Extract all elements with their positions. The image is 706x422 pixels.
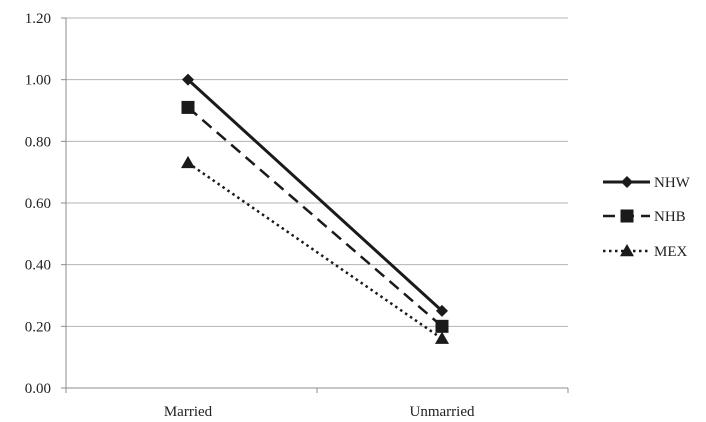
- y-tick-label: 0.00: [25, 381, 51, 397]
- legend-label: NHW: [654, 175, 691, 191]
- legend-label: NHB: [654, 209, 686, 225]
- series-line: [187, 106, 443, 328]
- y-tick-label: 0.40: [25, 258, 51, 274]
- y-tick-label: 0.60: [25, 196, 51, 212]
- data-point: [182, 73, 194, 86]
- y-tick-label: 1.20: [25, 11, 51, 27]
- series-mex: [181, 155, 449, 344]
- y-tick-label: 1.00: [25, 73, 51, 89]
- y-tick-labels: 0.00 0.20 0.40 0.60 0.80 1.00 1.20: [25, 11, 51, 397]
- gridlines: [66, 17, 568, 327]
- series-nhb: [181, 100, 449, 333]
- series-line: [186, 78, 444, 313]
- series-lines: [181, 73, 449, 344]
- x-tick-label: Unmarried: [410, 404, 475, 420]
- legend-marker: [620, 209, 634, 223]
- x-tick-label: Married: [164, 404, 213, 420]
- y-tick-label: 0.80: [25, 134, 51, 150]
- data-point: [181, 100, 195, 114]
- axes: [61, 17, 569, 393]
- data-point: [181, 155, 195, 169]
- x-tick-labels: Married Unmarried: [164, 404, 475, 420]
- legend-label: MEX: [654, 244, 688, 260]
- legend-marker: [621, 176, 633, 188]
- data-point: [436, 304, 448, 317]
- data-point: [435, 319, 449, 333]
- series-line: [187, 161, 443, 340]
- legend-item-nhw: NHW: [603, 175, 691, 191]
- y-tick-label: 0.20: [25, 319, 51, 335]
- series-nhw: [182, 73, 448, 317]
- legend: NHW NHB MEX: [603, 175, 691, 260]
- legend-item-mex: MEX: [603, 244, 688, 260]
- legend-marker: [620, 244, 634, 257]
- legend-item-nhb: NHB: [603, 209, 686, 225]
- data-point: [435, 331, 449, 344]
